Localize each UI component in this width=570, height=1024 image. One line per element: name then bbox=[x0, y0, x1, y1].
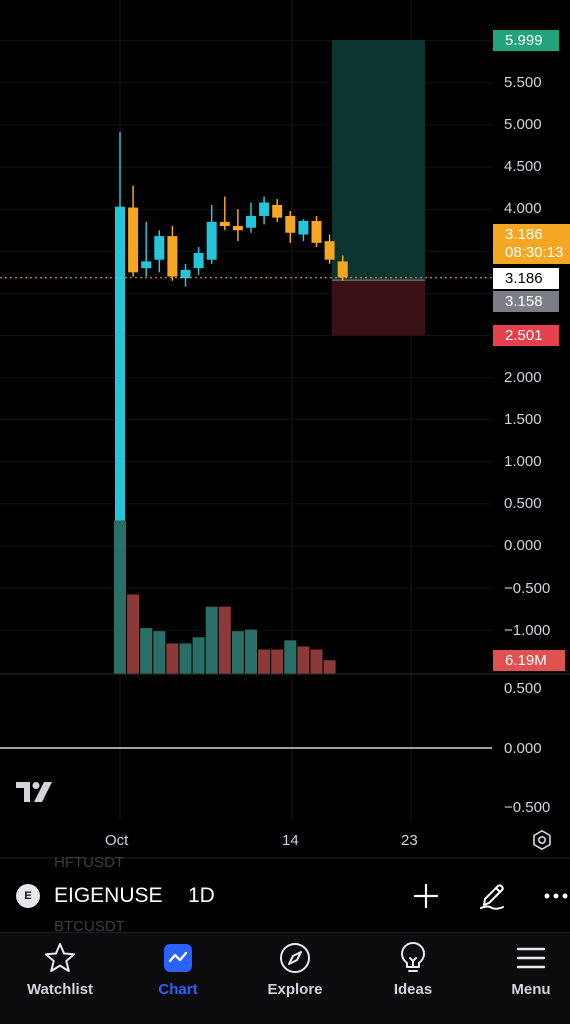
nav-label: Ideas bbox=[393, 981, 433, 998]
lightbulb-icon bbox=[401, 942, 425, 972]
stop-loss-tag[interactable]: 2.501 bbox=[493, 325, 559, 346]
price-axis-label: 5.000 bbox=[504, 116, 542, 133]
volume-bar bbox=[166, 643, 179, 674]
candle-body bbox=[259, 202, 270, 216]
candle-body bbox=[337, 261, 348, 278]
take-profit-tag[interactable]: 5.999 bbox=[493, 30, 559, 51]
candle-body bbox=[272, 204, 283, 218]
loss-zone bbox=[332, 280, 425, 336]
price-axis-label: 4.000 bbox=[504, 200, 542, 217]
countdown-timer: 08:30:13 bbox=[505, 244, 564, 261]
volume-tag: 6.19M bbox=[493, 650, 565, 671]
price-axis-label: 0.500 bbox=[504, 495, 542, 512]
volume-bar bbox=[245, 629, 257, 674]
candle-body bbox=[246, 215, 256, 228]
date-label: 14 bbox=[282, 832, 299, 849]
profit-zone bbox=[332, 40, 425, 281]
bottom-navigation: Watchlist Chart Explore Ideas Menu bbox=[0, 932, 570, 1024]
price-axis-label: 5.500 bbox=[504, 74, 542, 91]
date-label: Oct bbox=[105, 832, 129, 849]
candle-body bbox=[206, 221, 217, 260]
volume-bars bbox=[114, 521, 336, 674]
candle-body bbox=[180, 269, 191, 279]
plus-icon[interactable] bbox=[410, 880, 442, 912]
price-axis-label: 4.500 bbox=[504, 158, 542, 175]
nav-label: Menu bbox=[511, 981, 551, 998]
interval-selector[interactable]: 1D bbox=[188, 884, 215, 907]
price-axis-label: −0.500 bbox=[504, 580, 551, 597]
crosshair-price-tag: 3.186 bbox=[493, 268, 559, 289]
nav-label: Watchlist bbox=[26, 981, 94, 998]
volume-bar bbox=[231, 631, 244, 674]
nav-chart[interactable]: Chart bbox=[123, 941, 233, 998]
candle-body bbox=[324, 241, 335, 260]
volume-bar bbox=[127, 594, 140, 674]
candle-body bbox=[285, 215, 296, 233]
pen-icon[interactable] bbox=[476, 880, 508, 912]
volume-bar bbox=[114, 521, 126, 674]
candle-body bbox=[311, 220, 322, 243]
volume-bar bbox=[310, 649, 323, 674]
chart-lines bbox=[0, 277, 570, 859]
last-price-value: 3.186 bbox=[505, 226, 543, 243]
nav-ideas[interactable]: Ideas bbox=[358, 941, 468, 998]
ghost-symbol: HFTUSDT bbox=[54, 854, 124, 871]
tradingview-logo bbox=[16, 782, 52, 802]
star-icon bbox=[45, 943, 75, 972]
long-position-tool[interactable] bbox=[332, 40, 425, 336]
symbol-logo-icon[interactable]: E bbox=[16, 884, 40, 908]
price-chart[interactable] bbox=[0, 0, 570, 860]
candle-body bbox=[141, 261, 152, 269]
candle-body bbox=[167, 236, 178, 277]
candle-body bbox=[232, 226, 243, 231]
nav-menu[interactable]: Menu bbox=[476, 941, 570, 998]
date-label: 23 bbox=[401, 832, 418, 849]
volume-bar bbox=[192, 637, 205, 674]
price-axis-label: 0.000 bbox=[504, 537, 542, 554]
volume-bar bbox=[323, 660, 336, 674]
volume-bar bbox=[258, 649, 271, 674]
volume-bar bbox=[284, 640, 297, 674]
nav-explore[interactable]: Explore bbox=[240, 941, 350, 998]
price-axis-label: −1.000 bbox=[504, 622, 551, 639]
indicator-axis-label: 0.000 bbox=[504, 740, 542, 757]
chart-icon bbox=[164, 944, 192, 972]
price-axis-label: 1.500 bbox=[504, 411, 542, 428]
settings-icon[interactable] bbox=[531, 829, 553, 851]
candle-body bbox=[298, 220, 309, 235]
candle-body bbox=[193, 252, 204, 269]
volume-bar bbox=[153, 631, 166, 674]
ghost-symbol: BTCUSDT bbox=[54, 918, 125, 935]
nav-watchlist[interactable]: Watchlist bbox=[5, 941, 115, 998]
volume-bar bbox=[179, 643, 192, 674]
menu-icon bbox=[516, 947, 546, 969]
more-icon[interactable] bbox=[542, 880, 570, 912]
volume-bar bbox=[218, 606, 231, 674]
volume-bar bbox=[205, 606, 218, 674]
volume-bar bbox=[271, 649, 284, 674]
nav-label: Explore bbox=[267, 981, 323, 998]
volume-bar bbox=[297, 646, 310, 674]
candlesticks bbox=[115, 131, 348, 521]
price-axis-label: 2.000 bbox=[504, 369, 542, 386]
last-price-tag[interactable]: 3.186 08:30:13 bbox=[493, 224, 570, 264]
candle-body bbox=[154, 236, 165, 260]
candle-body bbox=[219, 221, 230, 227]
compass-icon bbox=[280, 943, 310, 973]
candle-body bbox=[128, 207, 139, 273]
volume-bar bbox=[140, 628, 153, 674]
indicator-axis-label: −0.500 bbox=[504, 799, 551, 816]
price-axis-label: 1.000 bbox=[504, 453, 542, 470]
indicator-axis-label: 0.500 bbox=[504, 680, 542, 697]
nav-label: Chart bbox=[158, 981, 198, 998]
candle-body bbox=[115, 206, 125, 521]
symbol-name[interactable]: EIGENUSE bbox=[54, 884, 163, 907]
entry-price-tag[interactable]: 3.158 bbox=[493, 291, 559, 312]
